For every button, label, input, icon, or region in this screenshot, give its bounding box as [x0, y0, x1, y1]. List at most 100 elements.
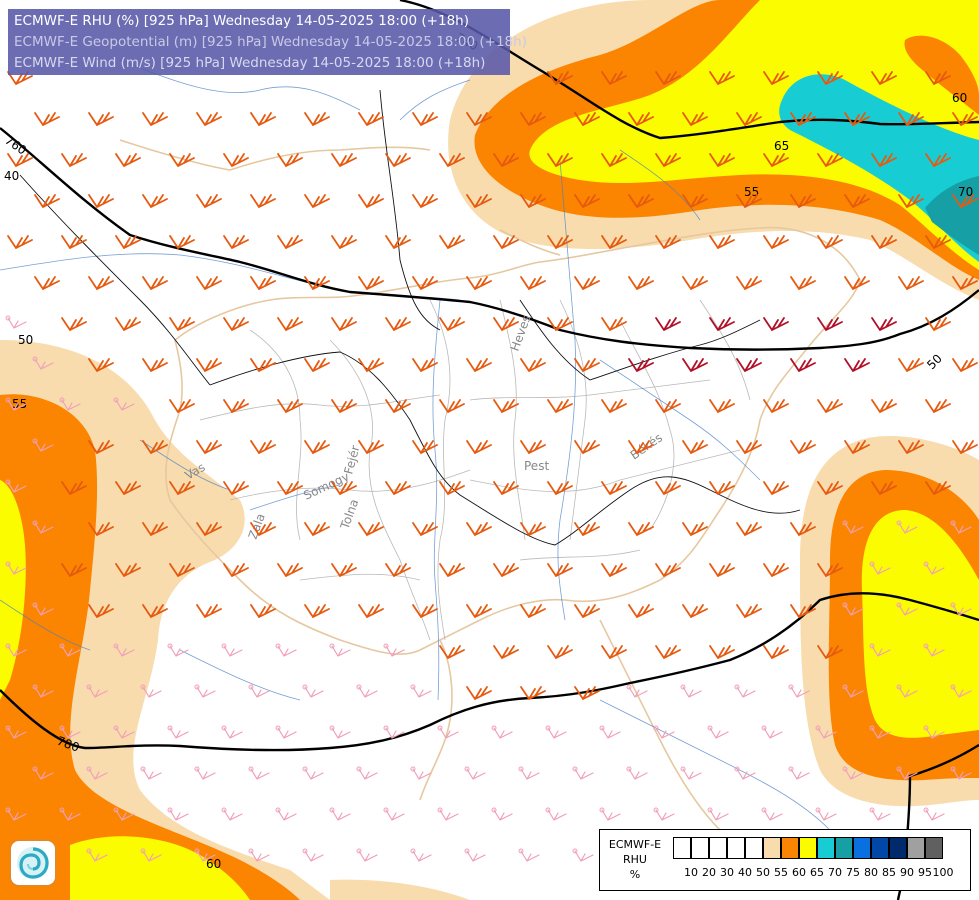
wind-barb [196, 112, 222, 127]
wind-barb [680, 684, 702, 698]
country-borders [119, 139, 861, 831]
wind-barb [331, 399, 357, 414]
wind-barb [572, 848, 594, 862]
legend-tick: 65 [810, 866, 824, 879]
wind-barb [412, 440, 438, 455]
legend-swatch [835, 837, 853, 859]
wind-barb [844, 112, 870, 127]
wind-barb [925, 153, 951, 168]
legend-tick: 90 [900, 866, 914, 879]
wind-barb [763, 235, 789, 250]
legend-swatch [889, 837, 907, 859]
wind-barb [32, 602, 54, 616]
wind-barb [115, 563, 141, 578]
wind-barb [196, 522, 222, 537]
wind-barb [331, 481, 357, 496]
wind-barb [410, 848, 432, 862]
wind-barb [790, 194, 816, 209]
wind-barb [923, 807, 945, 821]
wind-barb [817, 399, 843, 414]
wind-barb [574, 194, 600, 209]
wind-barb [628, 112, 654, 127]
wind-barb [869, 725, 891, 739]
legend-tick: 20 [702, 866, 716, 879]
legend-ticks: 10 20 30 40 50 55 60 65 70 75 80 85 90 95 100 [673, 866, 973, 880]
wind-barb [572, 766, 594, 780]
wind-barb [871, 71, 897, 86]
wind-barb [761, 725, 783, 739]
wind-barb [601, 481, 627, 496]
rhu-65-area-sw [70, 836, 250, 900]
wind-barb [142, 194, 168, 209]
wind-barb [628, 194, 654, 209]
wind-barb [682, 358, 708, 373]
wind-barb [547, 235, 573, 250]
wind-barb [574, 686, 600, 701]
wind-barb [412, 194, 438, 209]
wind-barb [574, 276, 600, 291]
place-label-fejer: Fejér [341, 444, 362, 476]
wind-barb [547, 645, 573, 660]
wind-barb [113, 725, 135, 739]
wind-barb [545, 725, 567, 739]
wind-barb [815, 725, 837, 739]
wind-barb [925, 481, 951, 496]
wind-barb [493, 235, 519, 250]
wind-barb [466, 686, 492, 701]
wind-barb [655, 399, 681, 414]
wind-barb [601, 153, 627, 168]
wind-barb [32, 438, 54, 452]
legend-swatch [871, 837, 889, 859]
wind-barb [736, 440, 762, 455]
wind-barb [817, 71, 843, 86]
wind-barb [520, 194, 546, 209]
wind-barb [869, 807, 891, 821]
wind-barb [115, 235, 141, 250]
wind-barb [817, 153, 843, 168]
wind-barb [223, 317, 249, 332]
wind-barb [61, 235, 87, 250]
wind-barb [817, 481, 843, 496]
wind-barb [196, 276, 222, 291]
swirl-logo-icon [17, 847, 49, 879]
rhu-55-area-s [330, 879, 470, 900]
region-outlines [199, 299, 751, 641]
wind-barb [358, 112, 384, 127]
wind-barb [5, 561, 27, 575]
wind-barb [466, 522, 492, 537]
wind-barb [88, 358, 114, 373]
wind-barb [788, 684, 810, 698]
wind-barb [520, 276, 546, 291]
wind-barb [169, 481, 195, 496]
wind-barb [385, 481, 411, 496]
contour-780 [0, 592, 979, 752]
wind-barb [113, 807, 135, 821]
wind-barb [817, 317, 843, 332]
legend-swatch [763, 837, 781, 859]
wind-barb [493, 317, 519, 332]
wind-barb [167, 643, 189, 657]
rhu-label-40: 40 [4, 169, 19, 183]
rhu-band-northeast [448, 0, 979, 300]
wind-barb [142, 604, 168, 619]
wind-barb [439, 399, 465, 414]
wind-barb [439, 645, 465, 660]
wind-barb [925, 71, 951, 86]
wind-barb [547, 563, 573, 578]
legend-tick: 85 [882, 866, 896, 879]
legend-swatch [907, 837, 925, 859]
wind-barb [464, 766, 486, 780]
wind-barb [925, 317, 951, 332]
wind-barb [736, 604, 762, 619]
wind-barb [248, 766, 270, 780]
wind-barb [574, 522, 600, 537]
wind-barb [842, 602, 864, 616]
wind-barb [896, 602, 918, 616]
wind-barb [763, 71, 789, 86]
wind-barb [169, 563, 195, 578]
wind-barb [34, 276, 60, 291]
wind-barb [923, 561, 945, 575]
wind-barb [169, 399, 195, 414]
wind-barb [790, 112, 816, 127]
place-label-pest: Pest [524, 459, 549, 473]
